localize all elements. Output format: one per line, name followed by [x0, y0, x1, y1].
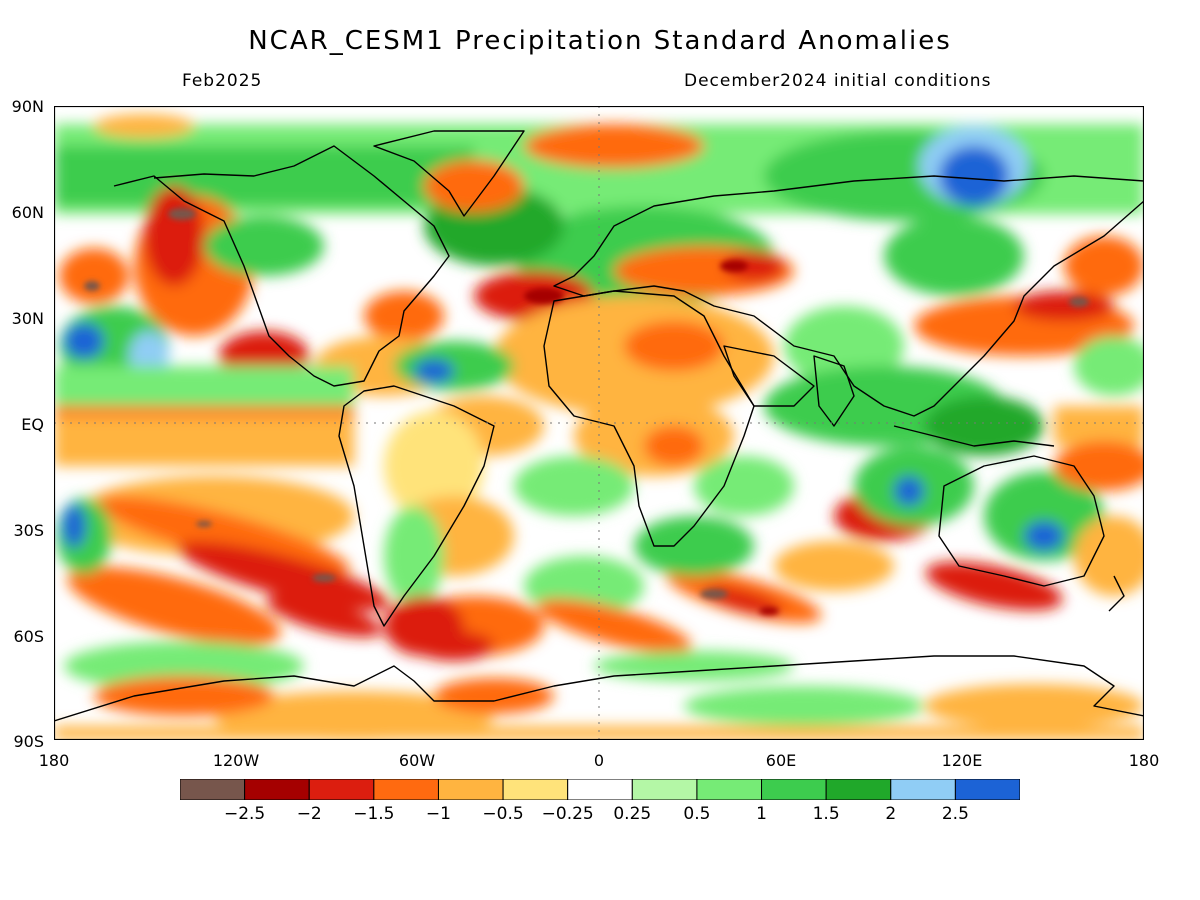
colorbar-swatch — [373, 779, 439, 800]
lon-label-60e: 60E — [765, 751, 797, 770]
colorbar-label: 2.5 — [941, 804, 969, 824]
colorbar-swatch — [244, 779, 310, 800]
coastlines — [54, 130, 1144, 722]
colorbar-swatch — [696, 779, 763, 800]
chart-title: NCAR_CESM1 Precipitation Standard Anomal… — [248, 26, 952, 56]
colorbar-label: −1.5 — [353, 804, 395, 824]
lat-label-90n: 90N — [11, 97, 44, 116]
colorbar-swatch — [825, 779, 892, 800]
colorbar-swatch — [502, 779, 569, 800]
lat-label-60n: 60N — [11, 203, 44, 222]
colorbar — [180, 779, 1020, 800]
colorbar-label: −2 — [296, 804, 322, 824]
lat-label-60s: 60S — [13, 627, 44, 646]
lon-label-180e: 180 — [1128, 751, 1160, 770]
colorbar-swatch — [631, 779, 698, 800]
colorbar-label: 0.5 — [683, 804, 711, 824]
colorbar-swatch — [890, 779, 956, 800]
anomaly-cores — [84, 208, 1089, 615]
lon-label-60w: 60W — [398, 751, 436, 770]
colorbar-swatch — [437, 779, 504, 800]
init-conditions-label: December2024 initial conditions — [684, 71, 992, 91]
colorbar-label: −1 — [425, 804, 451, 824]
anomaly-fields — [54, 114, 1144, 740]
colorbar-label: −0.25 — [541, 804, 594, 824]
colorbar-label: 0.25 — [613, 804, 652, 824]
colorbar-swatch — [567, 779, 633, 800]
colorbar-label: −2.5 — [223, 804, 266, 824]
lon-label-120w: 120W — [212, 751, 260, 770]
colorbar-swatch — [308, 779, 375, 800]
lat-label-30s: 30S — [13, 521, 44, 540]
lon-label-180w: 180 — [38, 751, 70, 770]
colorbar-swatch — [761, 779, 827, 800]
colorbar-swatch — [954, 779, 1020, 800]
colorbar-label: −0.5 — [482, 804, 524, 824]
colorbar-label: 1.5 — [812, 804, 840, 824]
colorbar-label: 1 — [756, 804, 767, 824]
lon-label-0: 0 — [593, 751, 605, 770]
valid-month-label: Feb2025 — [182, 71, 263, 91]
lat-label-eq: EQ — [21, 415, 44, 434]
lat-label-30n: 30N — [11, 309, 44, 328]
precip-anomaly-map — [54, 106, 1144, 740]
map-frame — [54, 106, 1144, 740]
colorbar-swatch — [180, 779, 246, 800]
colorbar-label: 2 — [885, 804, 897, 824]
lon-label-120e: 120E — [941, 751, 983, 770]
lat-label-90s: 90S — [13, 732, 44, 751]
